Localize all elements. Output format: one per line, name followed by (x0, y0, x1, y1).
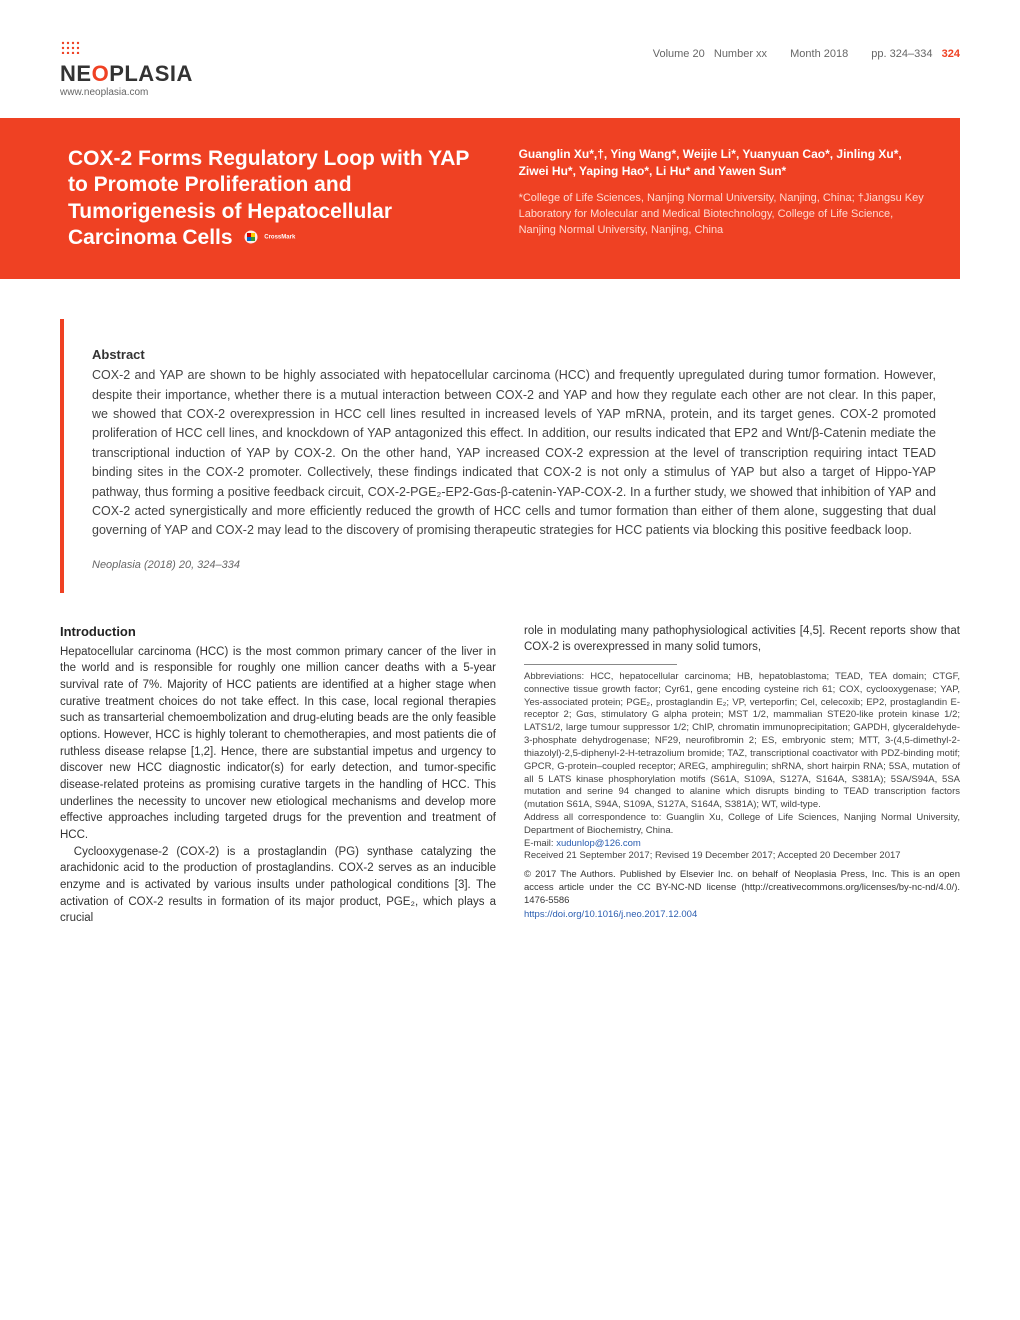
abstract-body: COX-2 and YAP are shown to be highly ass… (92, 366, 936, 540)
email-line: E-mail: xudunlop@126.com (524, 838, 960, 851)
intro-paragraph-1: Hepatocellular carcinoma (HCC) is the mo… (60, 644, 496, 844)
abbreviations: Abbreviations: HCC, hepatocellular carci… (524, 671, 960, 812)
cc-license-link[interactable]: http://creativecommons.org/licenses/by-n… (745, 882, 955, 893)
left-column: Introduction Hepatocellular carcinoma (H… (60, 623, 496, 927)
journal-logo: NEOPLASIA www.neoplasia.com (60, 40, 193, 98)
logo-o: O (92, 61, 110, 86)
month: Month 2018 (790, 48, 848, 60)
abstract-citation: Neoplasia (2018) 20, 324–334 (92, 559, 936, 571)
volume: Volume 20 (653, 48, 705, 60)
intro-paragraph-3: role in modulating many pathophysiologic… (524, 623, 960, 656)
crossmark-icon[interactable]: CrossMark (244, 225, 295, 251)
correspondence-email[interactable]: xudunlop@126.com (556, 838, 641, 849)
page-range: pp. 324–334 (871, 48, 932, 60)
doi-link[interactable]: https://doi.org/10.1016/j.neo.2017.12.00… (524, 908, 960, 922)
abstract-heading: Abstract (92, 347, 936, 362)
issue-number: Number xx (714, 48, 767, 60)
article-title: COX-2 Forms Regulatory Loop with YAP to … (38, 146, 491, 251)
copyright-block: © 2017 The Authors. Published by Elsevie… (524, 869, 960, 907)
introduction-heading: Introduction (60, 623, 496, 642)
page-header: NEOPLASIA www.neoplasia.com Volume 20 Nu… (60, 40, 960, 98)
title-banner: COX-2 Forms Regulatory Loop with YAP to … (0, 118, 960, 279)
article-dates: Received 21 September 2017; Revised 19 D… (524, 850, 960, 863)
crossmark-label: CrossMark (264, 235, 295, 241)
body-columns: Introduction Hepatocellular carcinoma (H… (60, 623, 960, 927)
issue-info: Volume 20 Number xx Month 2018 pp. 324–3… (653, 40, 960, 60)
correspondence: Address all correspondence to: Guanglin … (524, 812, 960, 838)
logo-post: PLASIA (109, 61, 193, 86)
page-number: 324 (942, 48, 960, 60)
logo-dots-icon (60, 40, 100, 54)
journal-url[interactable]: www.neoplasia.com (60, 87, 193, 98)
right-column: role in modulating many pathophysiologic… (524, 623, 960, 927)
affiliations: *College of Life Sciences, Nanjing Norma… (519, 191, 930, 239)
email-label: E-mail: (524, 838, 556, 849)
footnote-rule (524, 664, 677, 665)
logo-pre: NE (60, 61, 92, 86)
abstract-section: Abstract COX-2 and YAP are shown to be h… (60, 319, 960, 592)
intro-paragraph-2: Cyclooxygenase-2 (COX-2) is a prostaglan… (60, 844, 496, 927)
logo-text: NEOPLASIA (60, 61, 193, 87)
author-list: Guanglin Xu*,†, Ying Wang*, Weijie Li*, … (519, 146, 930, 181)
